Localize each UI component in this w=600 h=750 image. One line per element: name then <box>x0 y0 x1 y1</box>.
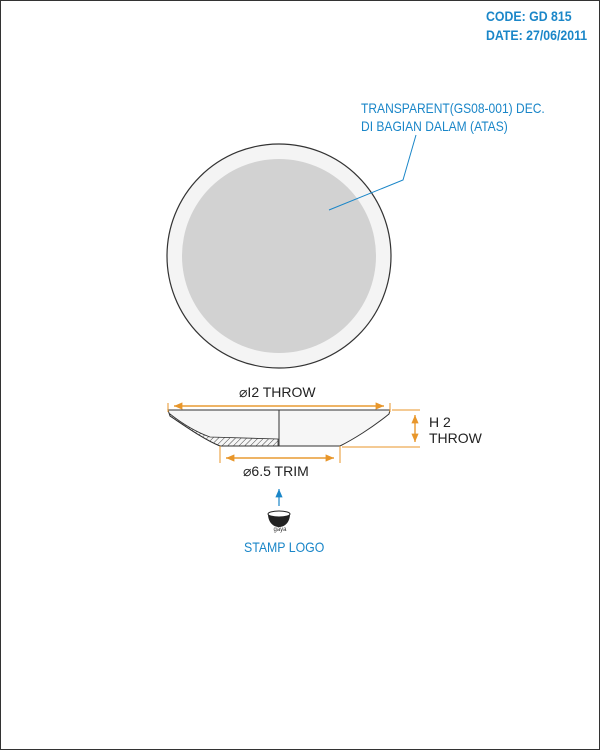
date-label: DATE: 27/06/2011 <box>486 27 588 43</box>
dimension-height <box>342 409 420 448</box>
decoration-callout-line2: DI BAGIAN DALAM (ATAS) <box>361 118 508 134</box>
dimension-top-diameter <box>167 402 391 412</box>
diameter-trim-label: ⌀6.5 TRIM <box>243 463 309 479</box>
decoration-callout-line1: TRANSPARENT(GS08-001) DEC. <box>361 100 545 116</box>
stamp-logo-icon <box>267 510 291 527</box>
disc-inner <box>182 159 376 353</box>
diameter-top-label: ⌀I2 THROW <box>239 384 316 400</box>
stamp-caption: STAMP LOGO <box>244 539 325 555</box>
height-label-line1: H 2 <box>429 414 451 430</box>
callout-leader <box>328 134 417 211</box>
top-view <box>166 143 392 369</box>
height-label-line2: THROW <box>429 430 482 446</box>
dimension-trim-diameter <box>219 446 341 463</box>
code-label: CODE: GD 815 <box>486 8 572 24</box>
side-view <box>167 409 391 447</box>
stamp-logo-text: gaya <box>273 527 287 533</box>
section-hatch <box>169 413 279 447</box>
